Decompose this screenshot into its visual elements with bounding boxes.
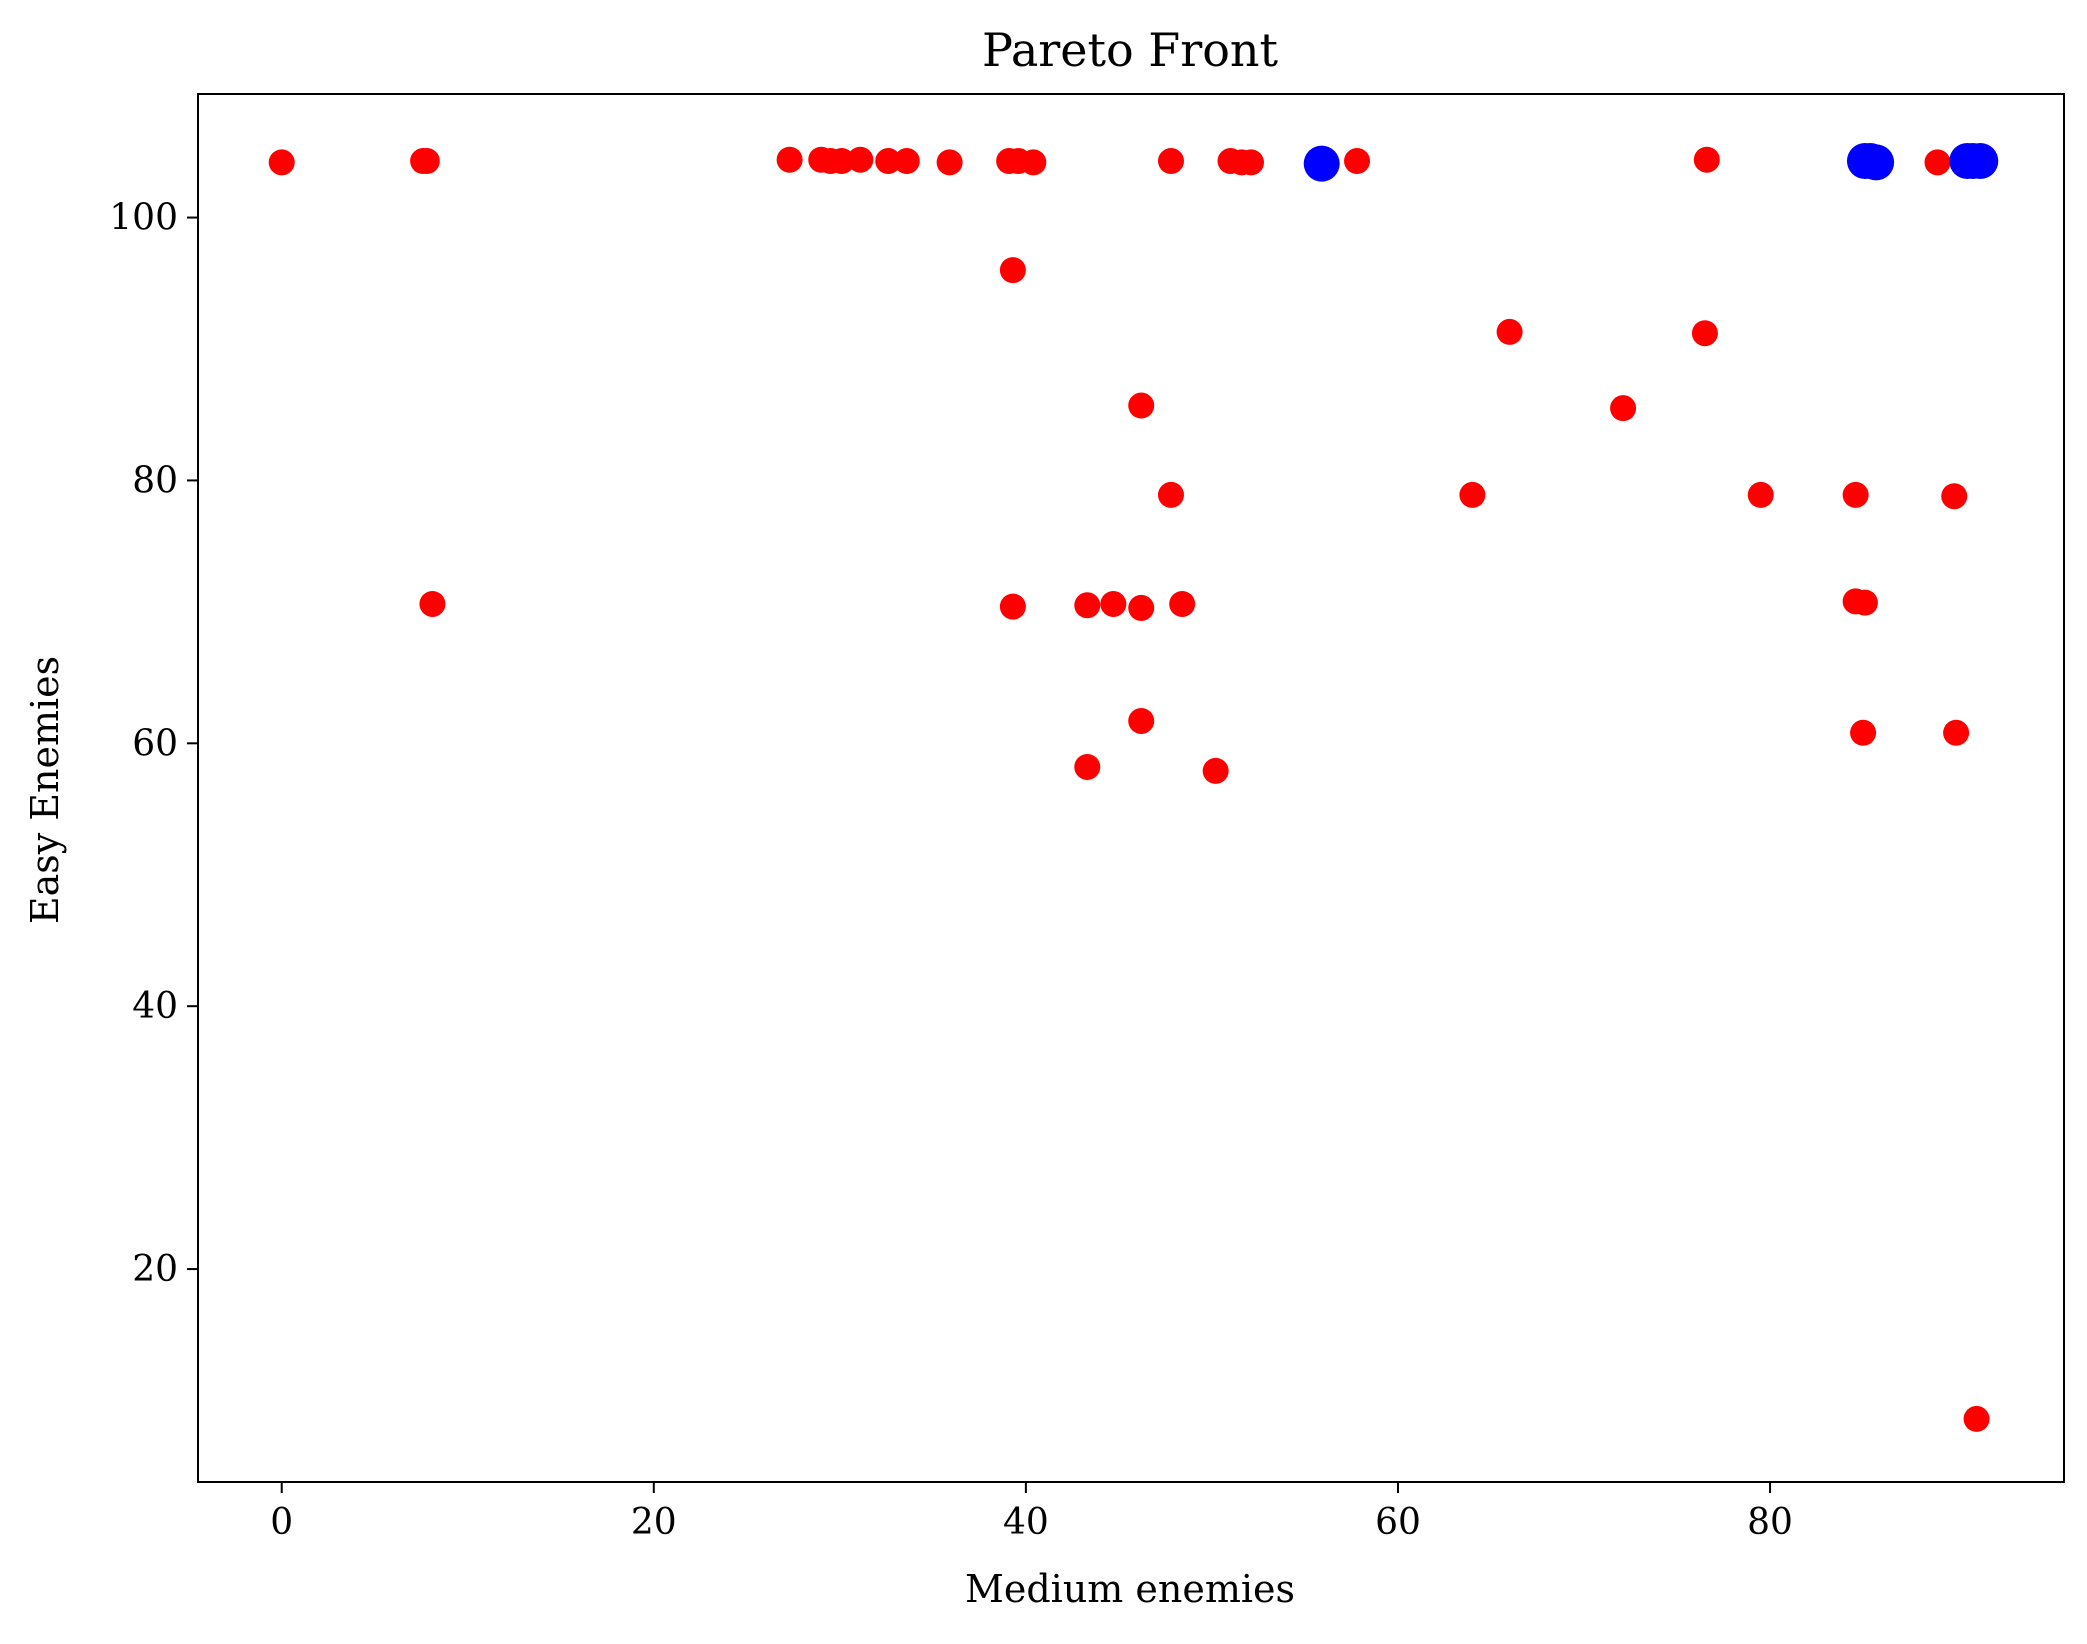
candidate-point (776, 146, 803, 173)
candidate-point (1691, 320, 1718, 347)
candidate-point (268, 149, 295, 176)
x-tick-label: 40 (1003, 1502, 1049, 1543)
pareto-point (1303, 145, 1340, 182)
candidate-point (419, 590, 446, 617)
x-axis-label: Medium enemies (965, 1567, 1295, 1611)
candidate-point (1610, 395, 1637, 422)
candidate-point (1851, 589, 1878, 616)
candidate-point (893, 148, 920, 175)
candidate-point (1074, 592, 1101, 619)
candidate-point (828, 148, 855, 175)
candidate-point (1128, 594, 1155, 621)
candidate-point (1842, 481, 1869, 508)
axis-ticks: 0 20 40 60 80 20 40 60 80 100 (109, 198, 1793, 1543)
candidate-point (875, 148, 902, 175)
candidate-point (999, 593, 1026, 620)
candidate-point (1237, 149, 1264, 176)
candidate-point (1850, 719, 1877, 746)
data-points (268, 143, 1999, 1432)
candidate-point (1943, 719, 1970, 746)
candidate-point (1747, 481, 1774, 508)
candidate-point (1157, 481, 1184, 508)
candidate-point (1459, 481, 1486, 508)
x-tick-label: 80 (1747, 1502, 1793, 1543)
x-tick-label: 20 (631, 1502, 677, 1543)
candidate-point (1074, 753, 1101, 780)
x-tick-label: 0 (270, 1502, 293, 1543)
candidate-point (1202, 757, 1229, 784)
candidate-point (1169, 590, 1196, 617)
candidate-point (936, 149, 963, 176)
candidate-point (1128, 392, 1155, 419)
candidate-point (1496, 318, 1523, 345)
y-axis-label: Easy Enemies (23, 656, 67, 924)
candidate-point (1941, 483, 1968, 510)
candidate-point (1963, 1405, 1990, 1432)
y-tick-label: 40 (132, 986, 178, 1027)
candidate-point (1020, 149, 1047, 176)
chart-title: Pareto Front (982, 23, 1279, 77)
candidate-point (847, 146, 874, 173)
x-tick-label: 60 (1375, 1502, 1421, 1543)
y-tick-label: 100 (109, 198, 178, 239)
y-tick-label: 20 (132, 1249, 178, 1290)
candidate-point (1157, 148, 1184, 175)
candidate-point (1100, 590, 1127, 617)
candidate-point (999, 257, 1026, 284)
candidate-point (1344, 148, 1371, 175)
plot-frame (197, 93, 2065, 1483)
y-tick-label: 80 (132, 460, 178, 501)
candidate-point (1924, 149, 1951, 176)
candidate-point (1693, 146, 1720, 173)
y-tick-label: 60 (132, 723, 178, 764)
candidate-point (1128, 707, 1155, 734)
pareto-point (1858, 144, 1895, 181)
candidate-point (413, 148, 440, 175)
pareto-point (1962, 143, 1999, 180)
